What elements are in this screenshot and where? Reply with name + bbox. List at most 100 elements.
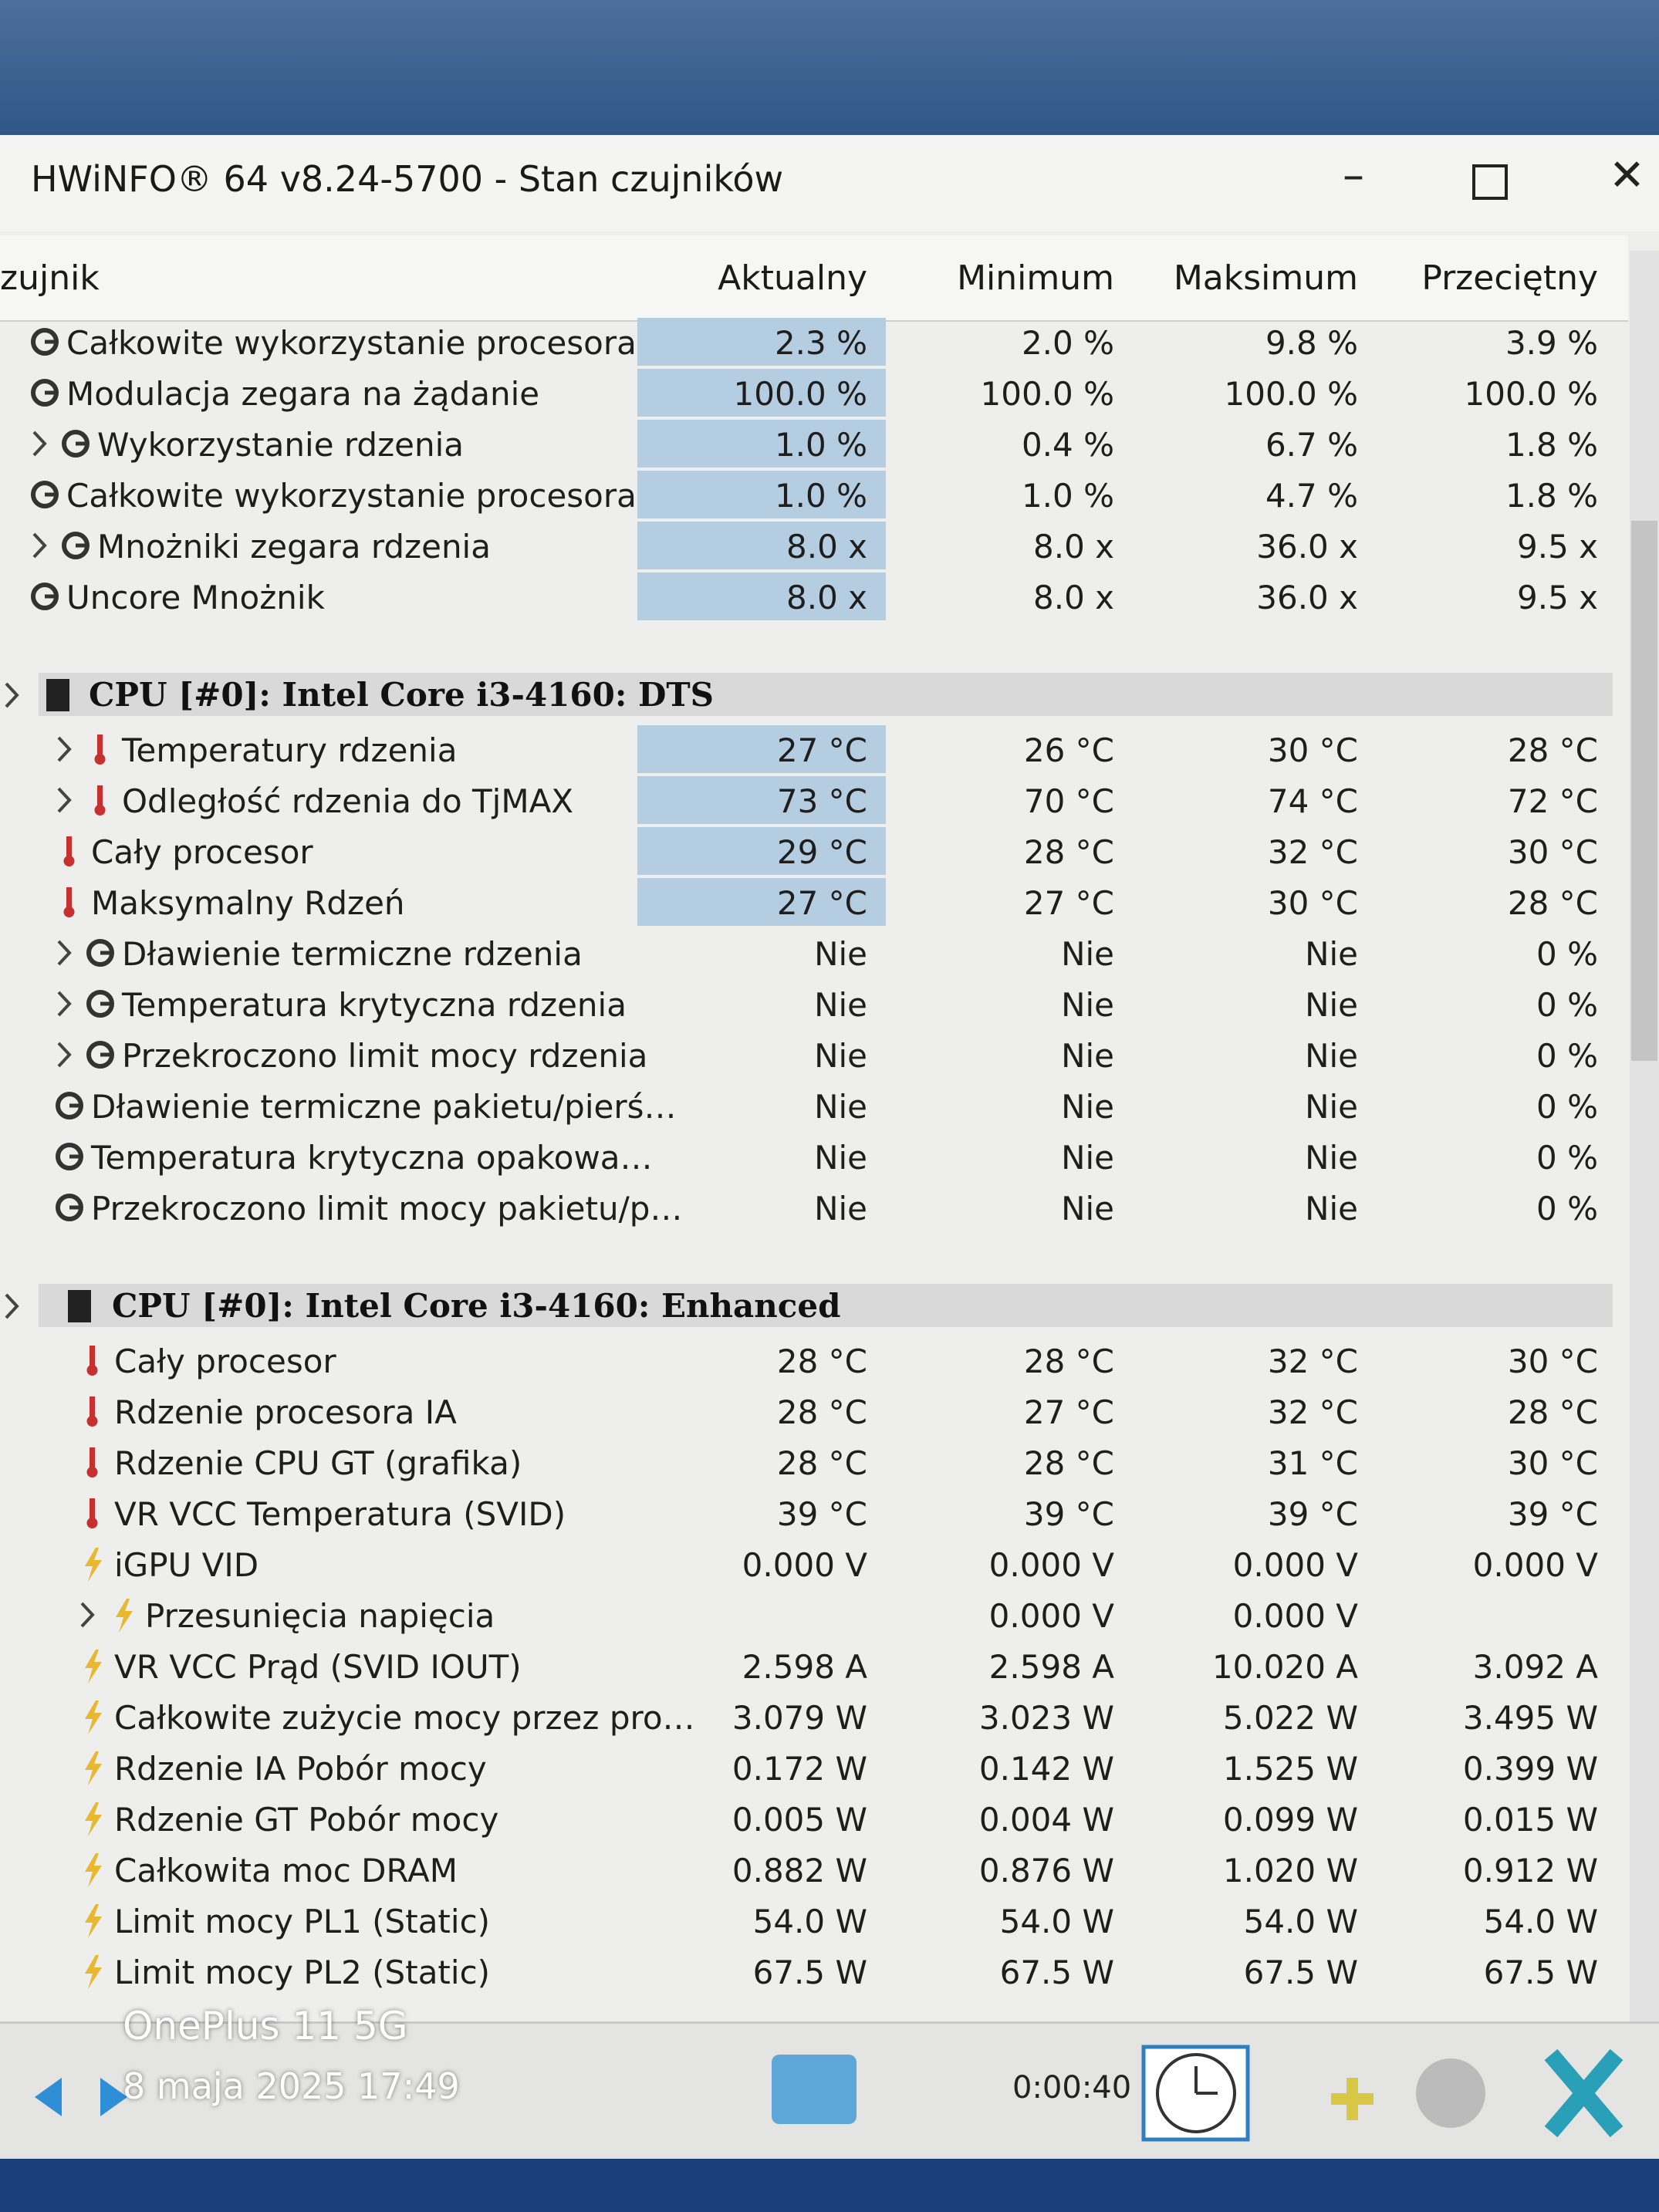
sensor-value: 32 °C	[1267, 1393, 1358, 1431]
sensor-value: Nie	[1061, 1037, 1114, 1075]
sensor-icon	[116, 1599, 133, 1633]
expand-toggle[interactable]	[76, 1596, 99, 1634]
chip-icon	[46, 679, 69, 711]
sensor-value: 3.9 %	[1505, 324, 1598, 362]
toolbar-icons	[35, 2045, 1624, 2142]
sensor-value: 27 °C	[776, 884, 867, 922]
section-header	[39, 673, 1613, 716]
exit-button[interactable]	[1544, 2048, 1624, 2138]
sensor-icon	[56, 1092, 83, 1120]
sensor-value: 0.000 V	[1232, 1597, 1358, 1635]
chip-icon	[68, 1290, 91, 1322]
sensor-label: Limit mocy PL2 (Static)	[114, 1954, 491, 1991]
sensor-icon	[86, 1396, 98, 1427]
back-button[interactable]	[35, 2078, 62, 2116]
column-header-label: Aktualny	[718, 258, 867, 298]
sensor-label: Temperatura krytyczna opakowa…	[91, 1139, 653, 1177]
sensor-value: 28 °C	[1507, 884, 1598, 922]
sensor-value: 0.4 %	[1021, 426, 1114, 464]
expand-toggle[interactable]	[0, 1287, 23, 1326]
expand-toggle[interactable]	[28, 424, 51, 463]
sensor-value: Nie	[1305, 1088, 1358, 1126]
sensor-window: HWiNFO® 64 v8.24-5700 - Stan czujników –…	[0, 135, 1659, 2156]
sensor-value: 1.020 W	[1222, 1852, 1358, 1889]
sensor-value: 30 °C	[1267, 731, 1358, 769]
sensor-value: 1.0 %	[1021, 477, 1114, 515]
sensor-icon	[85, 1751, 102, 1785]
sensor-value: 0 %	[1536, 1088, 1598, 1126]
expand-toggle[interactable]	[52, 984, 76, 1023]
sensor-value: 27 °C	[776, 731, 867, 769]
sensor-value: 72 °C	[1507, 782, 1598, 820]
sensor-value: 9.5 x	[1517, 528, 1598, 566]
sensor-value: 0.142 W	[978, 1750, 1114, 1788]
minimize-button[interactable]: –	[1343, 150, 1364, 201]
sensor-icon	[86, 1447, 98, 1477]
sensor-value: 67.5 W	[999, 1954, 1114, 1991]
sensor-value: Nie	[1061, 1139, 1114, 1177]
expand-toggle[interactable]	[0, 676, 23, 714]
sensor-label: Cały procesor	[91, 833, 313, 871]
sensor-value: 28 °C	[1023, 1342, 1114, 1380]
network-button[interactable]	[772, 2055, 857, 2124]
expand-toggle[interactable]	[28, 526, 51, 565]
sensor-value: 28 °C	[1023, 833, 1114, 871]
sensor-icon	[85, 1650, 102, 1683]
sensor-label: Maksymalny Rdzeń	[91, 884, 405, 922]
sensor-value: Nie	[1305, 1037, 1358, 1075]
settings-button[interactable]	[1416, 2058, 1485, 2128]
sensor-label: VR VCC Prąd (SVID IOUT)	[114, 1648, 522, 1686]
sensor-value: 3.092 A	[1472, 1648, 1598, 1686]
sensor-value: 0.099 W	[1222, 1801, 1358, 1839]
highlight	[637, 776, 886, 824]
expand-toggle[interactable]	[52, 781, 76, 819]
sensor-label: iGPU VID	[114, 1546, 259, 1584]
section-title: CPU [#0]: Intel Core i3-4160: DTS	[89, 676, 714, 714]
sensor-icon	[85, 1904, 102, 1938]
sensor-value: 54.0 W	[999, 1903, 1114, 1940]
scroll-thumb[interactable]	[1631, 521, 1657, 1061]
timer: 0:00:40	[1012, 2070, 1132, 2106]
expand-toggle[interactable]	[52, 1035, 76, 1074]
column-header-label: Maksimum	[1173, 258, 1358, 298]
sensor-value: 0.000 V	[742, 1546, 867, 1584]
sensor-label: Rdzenie procesora IA	[114, 1393, 457, 1431]
sensor-label: Dławienie termiczne pakietu/pierś…	[91, 1088, 677, 1126]
expand-toggle[interactable]	[52, 730, 76, 768]
column-header-label: Minimum	[957, 258, 1114, 298]
sensor-label: Limit mocy PL1 (Static)	[114, 1903, 491, 1940]
sensor-value: 8.0 x	[786, 528, 867, 566]
sensor-value: 26 °C	[1023, 731, 1114, 769]
sensor-value: 4.7 %	[1265, 477, 1358, 515]
maximize-button[interactable]	[1472, 164, 1508, 200]
sensor-value: 28 °C	[1507, 731, 1598, 769]
sensor-value: 6.7 %	[1265, 426, 1358, 464]
sensor-icon	[63, 887, 75, 917]
sensor-value: Nie	[814, 1139, 867, 1177]
sensor-value: 100.0 %	[980, 375, 1115, 413]
sensor-value: 9.8 %	[1265, 324, 1358, 362]
toolbar	[0, 2021, 1659, 2159]
sensor-icon	[62, 532, 90, 559]
expand-toggle[interactable]	[52, 934, 76, 972]
sensor-value: 70 °C	[1023, 782, 1114, 820]
sensor-icon	[56, 1194, 83, 1221]
sensor-icon	[94, 735, 106, 765]
sensor-value: 0 %	[1536, 1190, 1598, 1228]
sensor-value: 36.0 x	[1256, 579, 1358, 616]
sensor-value: 39 °C	[1267, 1495, 1358, 1533]
sensor-value: Nie	[1305, 1139, 1358, 1177]
sensor-value: 2.598 A	[742, 1648, 867, 1686]
highlight	[637, 827, 886, 875]
forward-button[interactable]	[100, 2078, 127, 2116]
sensor-value: 30 °C	[1507, 1342, 1598, 1380]
sensor-icon	[31, 583, 59, 610]
close-button[interactable]: ✕	[1609, 150, 1645, 201]
add-button[interactable]	[1331, 2078, 1373, 2120]
sensor-value: 1.8 %	[1505, 477, 1598, 515]
window-title: HWiNFO® 64 v8.24-5700 - Stan czujników	[31, 158, 784, 200]
highlight	[637, 878, 886, 926]
sensor-label: Uncore Mnożnik	[66, 579, 325, 616]
column-header-label: zujnik	[0, 258, 100, 298]
